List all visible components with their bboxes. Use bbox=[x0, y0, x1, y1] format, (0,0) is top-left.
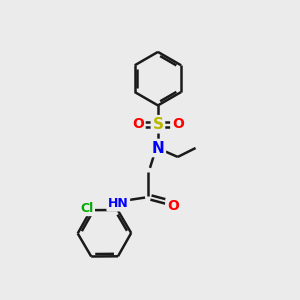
Text: Cl: Cl bbox=[80, 202, 94, 215]
Text: HN: HN bbox=[108, 197, 129, 210]
Text: N: N bbox=[152, 140, 164, 155]
Text: S: S bbox=[152, 117, 164, 132]
Text: O: O bbox=[167, 200, 179, 214]
Text: O: O bbox=[132, 117, 144, 131]
Text: O: O bbox=[172, 117, 184, 131]
